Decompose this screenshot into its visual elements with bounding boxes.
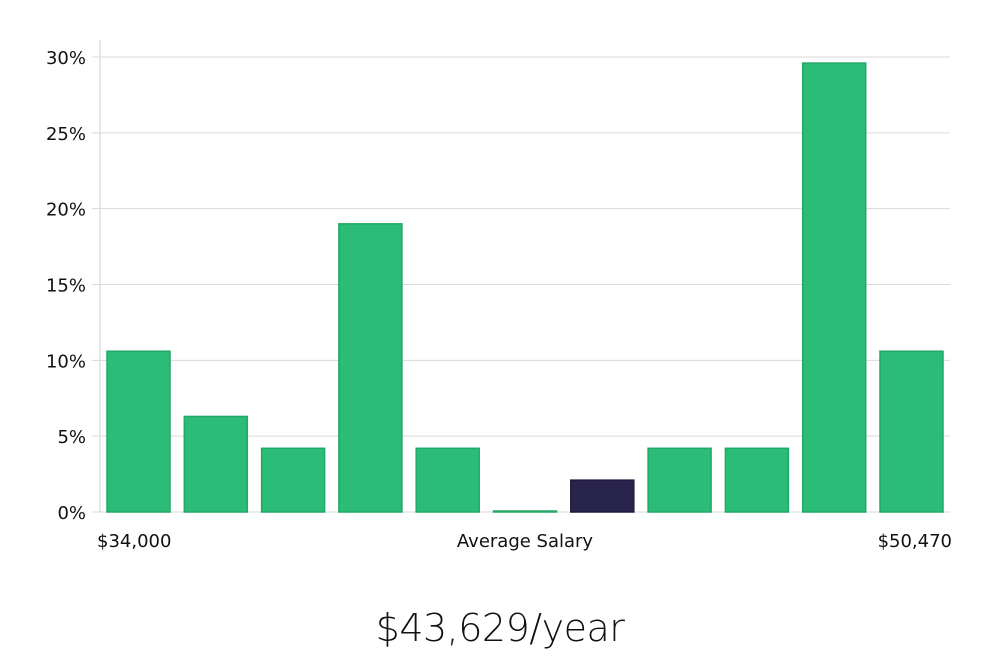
x-max-label: $50,470 <box>878 531 952 552</box>
y-tick-label: 5% <box>57 427 86 448</box>
bar <box>492 510 558 513</box>
bar <box>260 447 326 513</box>
bar <box>183 415 249 513</box>
y-tick-label: 20% <box>46 200 86 221</box>
salary-histogram-chart: 0% 5% 10% 15% 20% 25% 30% $34,000 Average Sala… <box>46 40 952 552</box>
y-tick-label: 25% <box>46 124 86 145</box>
x-axis-title: Average Salary <box>457 531 594 552</box>
bars <box>106 62 944 513</box>
bar <box>647 447 712 513</box>
bar <box>106 350 171 513</box>
y-tick-label: 0% <box>57 503 86 524</box>
bar <box>338 223 403 513</box>
bar <box>415 447 480 513</box>
y-tick-label: 10% <box>46 351 86 372</box>
bar <box>801 62 867 513</box>
x-min-label: $34,000 <box>97 531 171 552</box>
y-tick-label: 30% <box>46 48 86 69</box>
bar <box>724 447 790 513</box>
y-tick-label: 15% <box>46 276 86 297</box>
bar <box>879 350 944 513</box>
y-axis-ticks: 0% 5% 10% 15% 20% 25% 30% <box>46 48 86 524</box>
average-salary-value: $43,629/year <box>375 606 625 650</box>
highlighted-bar <box>570 479 635 513</box>
